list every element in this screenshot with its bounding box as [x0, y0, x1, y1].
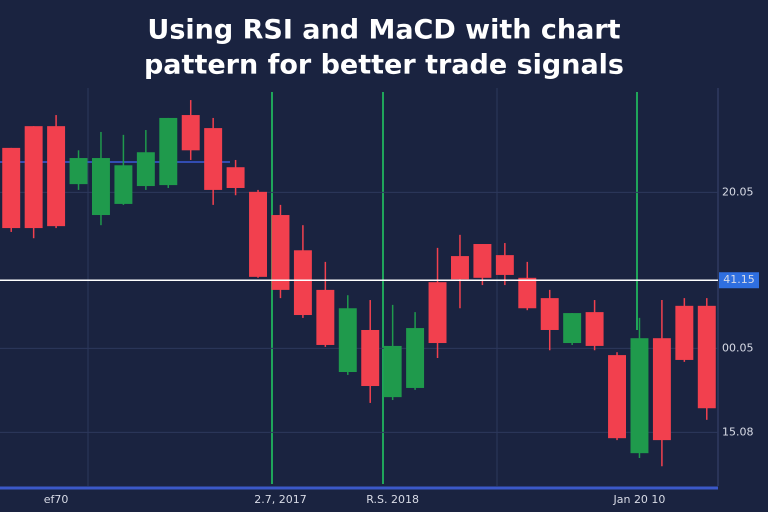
candle-body [226, 167, 245, 188]
candle-body [316, 289, 335, 345]
x-tick-label: R.S. 2018 [366, 493, 419, 506]
candle-body [249, 191, 268, 277]
x-tick-label: ef70 [44, 493, 69, 506]
current-price-box [719, 272, 759, 289]
candle-body [406, 328, 425, 388]
y-tick-label: 15.08 [722, 425, 754, 438]
candle-body [383, 345, 402, 398]
candle-body [271, 215, 290, 290]
x-tick-label: 2.7, 2017 [254, 493, 306, 506]
y-tick-label: 00.05 [722, 341, 754, 354]
candle-body [518, 277, 537, 309]
x-tick-label: Jan 20 10 [612, 493, 665, 506]
candle-body [338, 308, 357, 373]
candle-body [697, 305, 716, 409]
candle-body [630, 338, 649, 454]
candle-body [540, 298, 559, 330]
candle-body [293, 250, 312, 316]
chart-title: pattern for better trade signals [144, 50, 624, 81]
candle-body [473, 244, 492, 278]
chart-title: Using RSI and MaCD with chart [147, 15, 620, 46]
candle-body [47, 126, 66, 227]
candle-body [69, 158, 88, 185]
candle-body [495, 255, 514, 275]
y-tick-label: 20.05 [722, 185, 754, 198]
candle-body [652, 338, 671, 441]
candle-body [675, 305, 694, 360]
candle-body [159, 117, 178, 186]
candle-body [428, 282, 447, 344]
candle-body [608, 355, 627, 439]
candle-body [585, 312, 604, 346]
current-price-label: 41.15 [723, 273, 755, 286]
candle-body [2, 147, 21, 229]
candle-body [204, 128, 223, 190]
candle-body [24, 126, 43, 229]
candle-body [361, 329, 380, 387]
candle-body [450, 256, 469, 280]
candle-body [91, 158, 110, 216]
candle-body [181, 115, 200, 151]
candle-body [114, 165, 133, 204]
candle-body [563, 313, 582, 344]
candle-body [136, 152, 155, 187]
